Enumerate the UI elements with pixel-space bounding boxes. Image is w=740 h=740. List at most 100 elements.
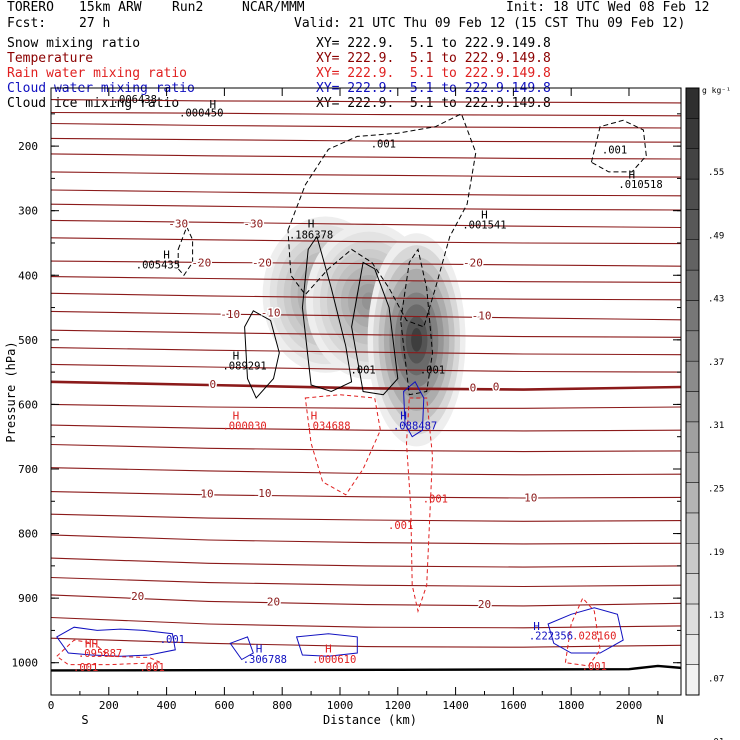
isotherm-line <box>51 276 681 283</box>
colorbar-swatch <box>685 269 700 301</box>
isotherm-line <box>51 534 681 545</box>
maximum-value: .006438 <box>113 94 157 106</box>
colorbar-swatch <box>685 634 700 665</box>
maximum-marker: H <box>256 643 263 656</box>
contour-label: .001 <box>160 634 185 646</box>
isotherm-line <box>51 576 681 588</box>
cloud-water-contour <box>295 633 358 657</box>
contour-label: .001 <box>602 144 627 156</box>
isotherm-label: 20 <box>131 590 144 603</box>
colorbar-tick-label: .43 <box>708 295 724 305</box>
colorbar-units: g kg⁻¹ <box>702 86 731 95</box>
isotherm-line <box>51 363 681 373</box>
colorbar-swatch <box>685 87 700 119</box>
maximum-marker: H <box>163 249 170 262</box>
maximum-marker: H <box>233 349 240 362</box>
colorbar-tick-label: .55 <box>708 168 724 178</box>
y-tick-label: 900 <box>18 592 38 605</box>
isotherm-line <box>51 99 681 104</box>
rain-water-contour <box>564 597 601 667</box>
contour-label: .001 <box>139 662 164 674</box>
field-xy: XY= 222.9. 5.1 to 222.9.149.8 <box>316 51 551 66</box>
isotherm-zero-line <box>51 380 681 391</box>
x-tick-label: 1800 <box>558 699 585 712</box>
maximum-marker: H <box>308 218 315 231</box>
x-tick-label: 2000 <box>616 699 643 712</box>
header-fcst-value: 27 h <box>79 16 111 31</box>
contour-label: .001 <box>73 662 98 674</box>
maximum-marker: H <box>233 409 240 422</box>
y-tick-label: 300 <box>18 205 38 218</box>
isotherm-label: 10 <box>524 491 537 504</box>
maximum-marker: H <box>629 169 636 182</box>
maximum-marker: H <box>481 209 488 222</box>
colorbar-tick-label: .19 <box>708 548 724 558</box>
isotherm-label: -20 <box>463 256 483 269</box>
x-tick-label: 200 <box>99 699 119 712</box>
isotherm-label: 10 <box>258 487 271 500</box>
colorbar-swatch <box>685 512 700 544</box>
isotherms <box>51 99 681 672</box>
colorbar-swatch <box>685 209 700 240</box>
isotherm-line <box>51 616 681 629</box>
colorbar-frame <box>685 87 700 696</box>
y-tick-label: 800 <box>18 528 38 541</box>
isotherm-line <box>51 171 681 178</box>
field-xy: XY= 222.9. 5.1 to 222.9.149.8 <box>316 66 551 81</box>
cloud-ice-contour <box>590 119 647 173</box>
maximum-value: .306788 <box>243 654 287 666</box>
colorbar-swatch <box>685 178 700 210</box>
isotherm-line <box>51 443 681 453</box>
maximum-value: .088487 <box>393 421 437 433</box>
surface-line <box>51 664 681 672</box>
maximum-value: .000450 <box>179 108 223 120</box>
cloud-water-contour <box>403 381 425 438</box>
isotherm-line <box>51 403 681 409</box>
isotherm-label: -30 <box>243 218 263 231</box>
y-tick-label: 400 <box>18 269 38 282</box>
y-tick-label: 500 <box>18 334 38 347</box>
header-model: TORERO <box>7 0 54 15</box>
y-tick-label: 600 <box>18 398 38 411</box>
isotherm-line <box>51 237 681 245</box>
colorbar-tick-label: .01 <box>708 738 724 740</box>
maximum-value: .186378 <box>289 230 333 242</box>
contour-label: .001 <box>423 494 448 506</box>
contour-label: .001 <box>371 139 396 151</box>
maximum-value: .000030 <box>222 421 266 433</box>
header-fcst-label: Fcst: <box>7 16 47 31</box>
snow-shading-band <box>411 328 423 352</box>
header-org: NCAR/MMM <box>242 0 305 15</box>
x-tick-label: 0 <box>48 699 55 712</box>
colorbar-swatch <box>685 239 700 271</box>
y-tick-label: 200 <box>18 140 38 153</box>
field-name: Temperature <box>7 51 94 66</box>
isotherm-line <box>51 329 681 338</box>
colorbar-swatch <box>685 573 700 605</box>
colorbar-swatch <box>685 603 700 635</box>
isotherm-line <box>51 153 681 160</box>
maximum-marker: H <box>400 409 407 422</box>
x-tick-label: 600 <box>214 699 234 712</box>
colorbar-swatch <box>685 664 700 696</box>
colorbar-tick-label: .07 <box>708 674 724 684</box>
maximum-value: .001541 <box>462 219 506 231</box>
snow-contour <box>400 248 434 396</box>
rain-water-contour <box>405 397 434 613</box>
isotherm-line <box>51 424 681 432</box>
field-row: Rain water mixing ratio XY= 222.9. 5.1 t… <box>0 66 740 81</box>
isotherm-label: 0 <box>493 380 500 393</box>
isotherm-line <box>51 637 681 648</box>
x-tick-label: 1000 <box>327 699 354 712</box>
colorbar: g kg⁻¹ .55 .49 .43 .37 .31 .25 .19 .13 .07 .01 <box>685 86 731 740</box>
isotherm-line <box>51 310 681 321</box>
isotherm-line <box>51 203 681 211</box>
maximum-value: .089291 <box>222 361 266 373</box>
rain-water-contour <box>56 639 162 666</box>
colorbar-swatch <box>685 421 700 453</box>
colorbar-swatch <box>685 482 700 514</box>
snow-contour <box>351 261 399 396</box>
header-init: Init: 18 UTC Wed 08 Feb 12 <box>506 0 710 15</box>
field-xy: XY= 222.9. 5.1 to 222.9.149.8 <box>316 36 551 51</box>
